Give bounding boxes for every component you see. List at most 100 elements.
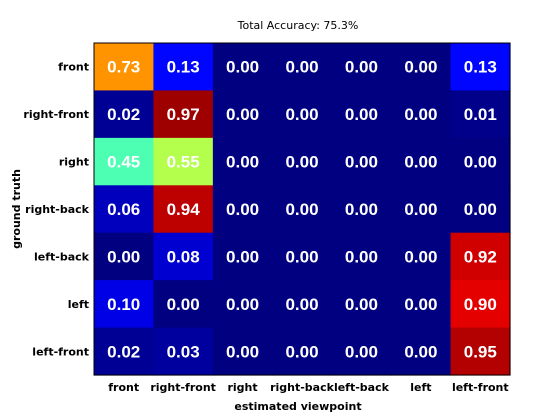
cell-value-label: 0.00 [404,200,437,219]
cell-value-label: 0.90 [464,295,497,314]
cell-value-label: 0.00 [226,200,259,219]
heatmap-cell [391,43,452,92]
cell-value-label: 0.92 [464,247,497,266]
heatmap-cell [212,327,273,376]
y-tick-label: front [58,61,89,74]
heatmap-cell [212,90,273,139]
cell-value-label: 0.95 [464,342,497,361]
cell-value-label: 0.00 [226,247,259,266]
cell-value-label: 0.00 [285,247,318,266]
heatmap-cell [94,232,155,281]
heatmap-cell [331,90,392,139]
cell-value-label: 0.00 [226,295,259,314]
heatmap-cell [272,232,333,281]
heatmap-cell [450,185,511,234]
heatmap-cell [272,280,333,329]
heatmap-cell [94,90,155,139]
heatmap-cell [331,327,392,376]
heatmap-cell [94,43,155,92]
cell-value-label: 0.00 [285,200,318,219]
heatmap-cell [153,327,214,376]
cell-value-label: 0.00 [167,295,200,314]
heatmap-cell [153,90,214,139]
cell-value-label: 0.00 [464,200,497,219]
cell-value-label: 0.03 [167,342,200,361]
heatmap-cell [272,185,333,234]
heatmap-cell [153,185,214,234]
cell-value-label: 0.13 [167,58,200,77]
cell-value-label: 0.00 [345,295,378,314]
cell-value-label: 0.13 [464,58,497,77]
cell-value-label: 0.02 [107,342,140,361]
cell-value-label: 0.73 [107,58,140,77]
x-tick-label: left [410,381,431,394]
heatmap-cell [153,232,214,281]
heatmap-cell [391,280,452,329]
heatmap-cell [331,185,392,234]
heatmap-cell [212,43,273,92]
heatmap-cell [331,280,392,329]
cell-value-label: 0.00 [404,105,437,124]
cell-value-label: 0.00 [345,200,378,219]
cell-value-label: 0.00 [345,58,378,77]
heatmap-cell [450,327,511,376]
cell-value-label: 0.94 [167,200,201,219]
cell-value-label: 0.00 [107,247,140,266]
heatmap-cell [450,137,511,186]
heatmap-cell [450,280,511,329]
y-axis-ticks: front right-front right right-back left-back… [23,61,89,359]
heatmap-cell [272,90,333,139]
heatmap-cell [391,327,452,376]
cell-value-label: 0.00 [404,58,437,77]
heatmap-cell [153,137,214,186]
x-tick-label: right-front [150,381,216,394]
cell-value-label: 0.00 [226,153,259,172]
cell-value-label: 0.08 [167,247,200,266]
cell-value-label: 0.00 [404,342,437,361]
heatmap-cell [212,137,273,186]
x-axis-label: estimated viewpoint [234,400,361,413]
x-tick-label: left-front [452,381,509,394]
heatmap-cell [391,232,452,281]
cell-labels: 0.73 0.13 0.00 0.00 0.00 0.00 0.13 0.02 0.97 0.00… [107,58,497,362]
cell-value-label: 0.00 [285,295,318,314]
heatmap-cell [391,185,452,234]
cell-value-label: 0.10 [107,295,140,314]
chart-title: Total Accuracy: 75.3% [237,19,359,32]
heatmap-cell [272,43,333,92]
cell-value-label: 0.45 [107,153,140,172]
heatmap-cells [94,43,511,376]
cell-value-label: 0.00 [345,342,378,361]
heatmap-cell [94,327,155,376]
cell-value-label: 0.00 [285,342,318,361]
heatmap-cell [153,280,214,329]
heatmap-cell [94,280,155,329]
heatmap-cell [331,137,392,186]
heatmap-cell [450,43,511,92]
heatmap-cell [331,232,392,281]
cell-value-label: 0.00 [345,153,378,172]
y-tick-label: left [68,298,89,311]
plot-frame [93,42,511,376]
cell-value-label: 0.00 [404,153,437,172]
cell-value-label: 0.00 [285,58,318,77]
heatmap-cell [391,137,452,186]
x-tick-label: front [108,381,139,394]
cell-value-label: 0.00 [226,342,259,361]
cell-value-label: 0.00 [404,295,437,314]
heatmap-cell [94,137,155,186]
x-tick-label: right [227,381,257,394]
cell-value-label: 0.00 [345,247,378,266]
heatmap-cell [272,327,333,376]
y-tick-label: left-back [34,250,90,263]
cell-value-label: 0.00 [226,58,259,77]
cell-value-label: 0.55 [167,153,200,172]
x-tick-label: right-back [270,381,335,394]
y-axis-label: ground truth [10,169,23,249]
y-tick-label: right [59,156,89,169]
cell-value-label: 0.06 [107,200,140,219]
cell-value-label: 0.00 [285,153,318,172]
heatmap-cell [94,185,155,234]
